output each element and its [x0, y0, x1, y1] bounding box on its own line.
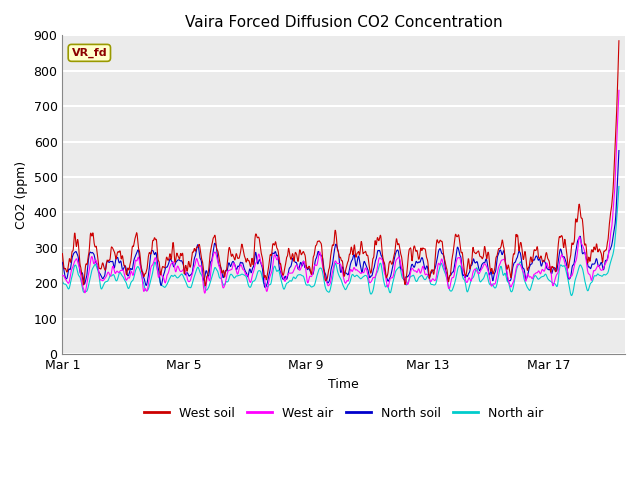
- Legend: West soil, West air, North soil, North air: West soil, West air, North soil, North a…: [139, 402, 548, 425]
- Text: VR_fd: VR_fd: [72, 48, 107, 58]
- Title: Vaira Forced Diffusion CO2 Concentration: Vaira Forced Diffusion CO2 Concentration: [185, 15, 502, 30]
- Y-axis label: CO2 (ppm): CO2 (ppm): [15, 161, 28, 229]
- X-axis label: Time: Time: [328, 377, 359, 391]
